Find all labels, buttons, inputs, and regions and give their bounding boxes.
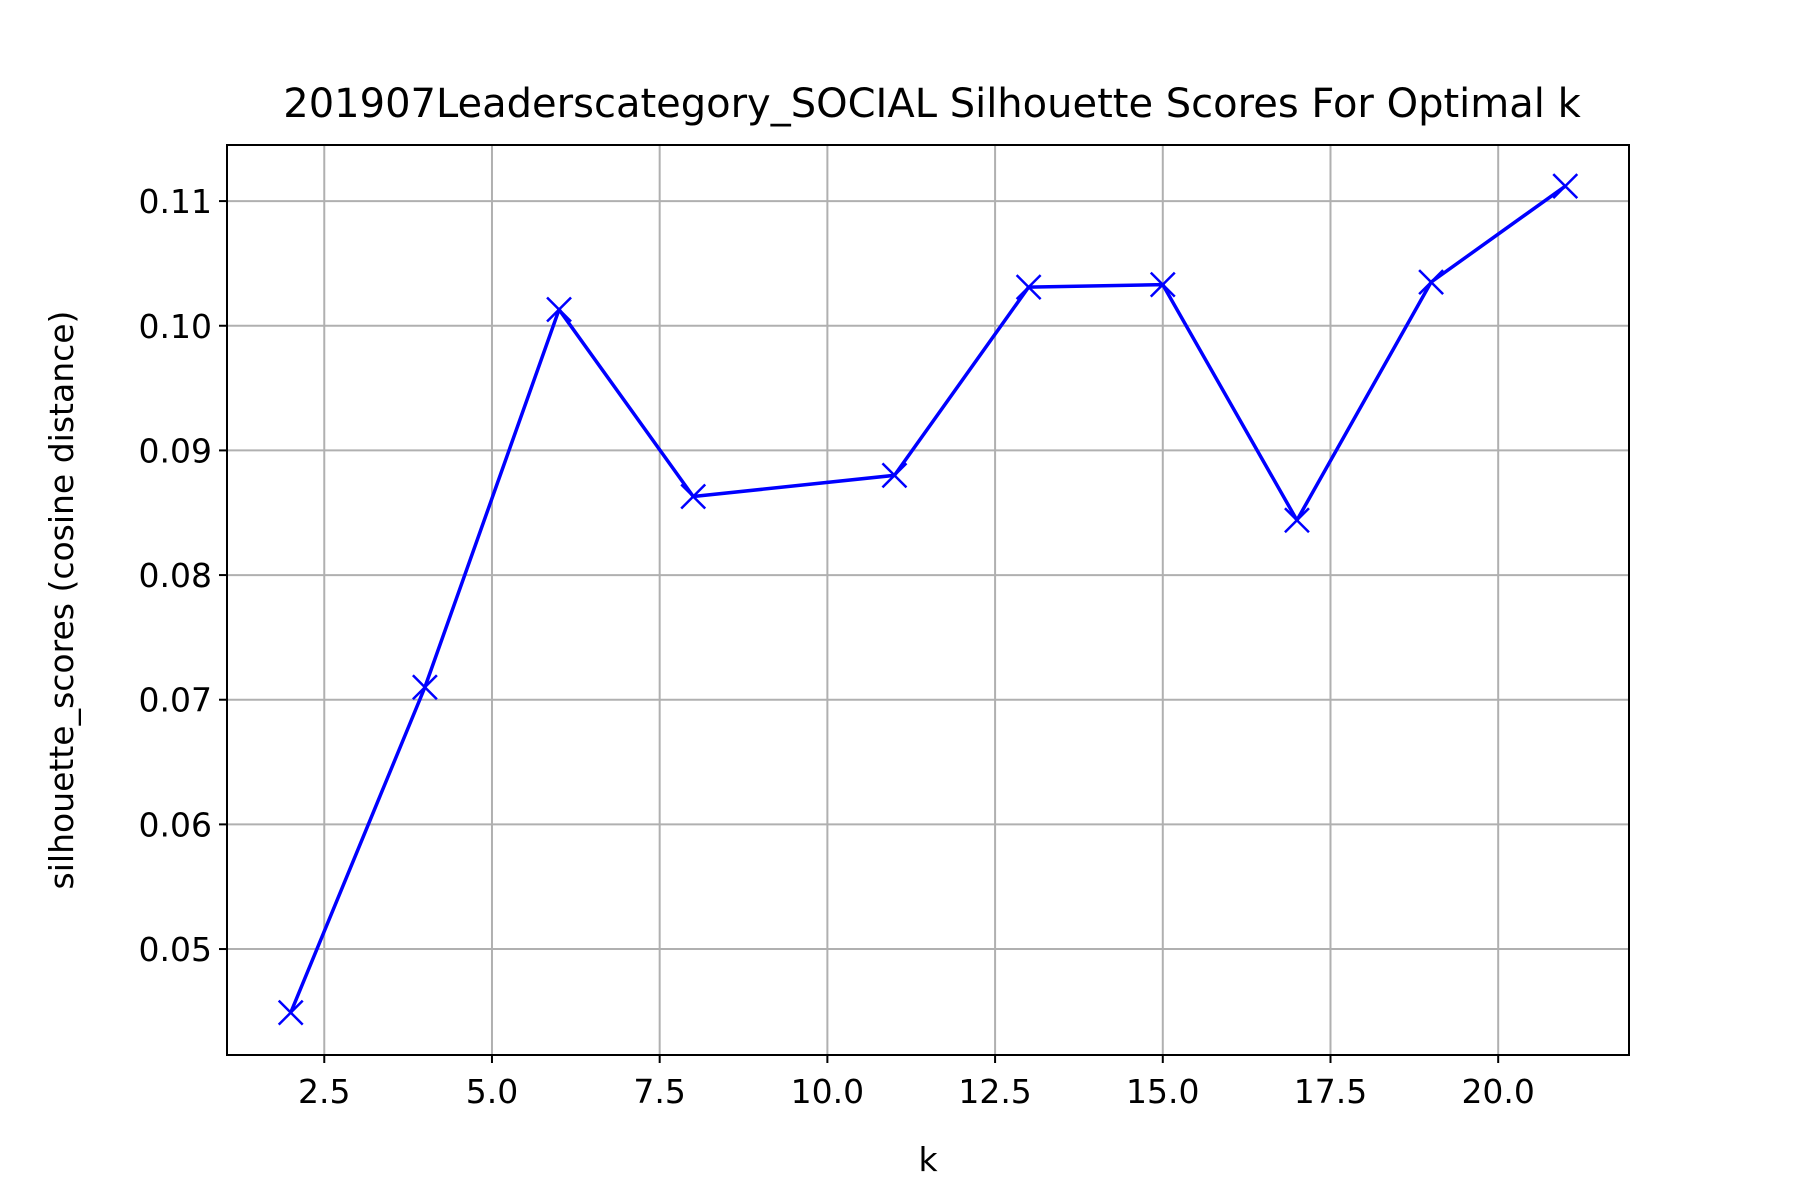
- grid: [227, 145, 1629, 1055]
- data-point-marker: [1149, 271, 1176, 298]
- y-axis-title: silhouette_scores (cosine distance): [42, 311, 81, 890]
- axis-ticks: 2.5 5.0 7.5 10.0 12.5 15.0 17.5 20.0 0.05 0.06 0.0…: [139, 182, 1535, 1111]
- y-tick-label: 0.10: [139, 307, 212, 346]
- plot-area-frame: [226, 144, 1630, 1056]
- x-tick-label: 12.5: [958, 1072, 1031, 1111]
- x-tick-label: 2.5: [298, 1072, 350, 1111]
- y-tick-label: 0.11: [139, 182, 212, 221]
- data-point-marker: [1015, 274, 1042, 300]
- data-point-marker: [881, 462, 908, 489]
- y-tick-label: 0.08: [139, 556, 212, 595]
- x-tick-label: 15.0: [1126, 1072, 1199, 1111]
- y-tick-label: 0.07: [139, 681, 212, 720]
- data-point-marker: [1284, 507, 1310, 534]
- data-point-marker: [680, 483, 707, 510]
- series-layer: [277, 173, 1579, 1026]
- x-tick-label: 17.5: [1294, 1072, 1367, 1111]
- series-line: [289, 184, 1567, 1014]
- data-point-marker: [412, 674, 438, 701]
- data-point-marker: [546, 296, 572, 323]
- data-point-marker: [277, 999, 304, 1026]
- x-tick-label: 10.0: [791, 1072, 864, 1111]
- x-tick-label: 5.0: [466, 1072, 518, 1111]
- data-point-marker: [1418, 269, 1444, 296]
- x-axis-title: k: [918, 1140, 938, 1179]
- chart-title: 201907Leaderscategory_SOCIAL Silhouette …: [283, 81, 1581, 127]
- y-tick-label: 0.05: [139, 930, 212, 969]
- data-point-marker: [1552, 173, 1579, 200]
- x-tick-label: 20.0: [1461, 1072, 1534, 1111]
- y-tick-label: 0.06: [139, 805, 212, 844]
- y-tick-label: 0.09: [139, 431, 212, 470]
- x-tick-label: 7.5: [633, 1072, 685, 1111]
